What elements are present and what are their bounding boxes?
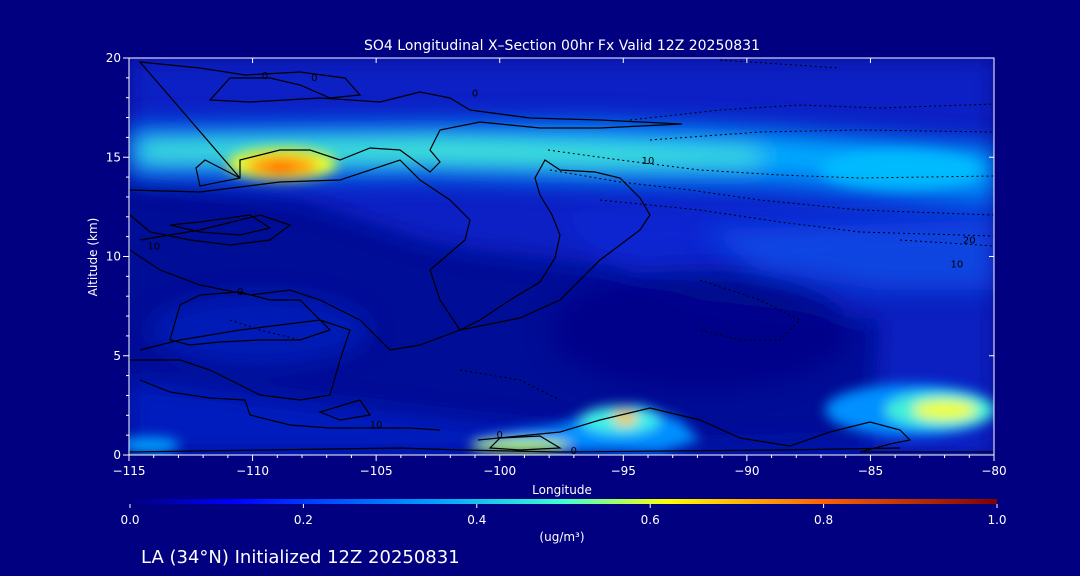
contour-label: 10 <box>147 242 160 253</box>
upper-right-cyan <box>820 150 980 190</box>
dark-core <box>550 270 850 390</box>
y-tick-label: 5 <box>113 349 121 363</box>
contour-labels: 0 0 0 10 10 0 0 0 10 20 10 <box>147 71 976 457</box>
right-plume-yellow <box>913 400 977 420</box>
x-axis: −115 −110 −105 −100 −95 −90 −85 −80 <box>113 58 1007 478</box>
colorbar-tick-label: 0.2 <box>294 513 313 527</box>
plume-95w-core <box>613 411 637 425</box>
chart-title: SO4 Longitudinal X–Section 00hr Fx Valid… <box>364 38 760 54</box>
y-tick-label: 15 <box>106 150 121 164</box>
y-tick-label: 0 <box>113 448 121 462</box>
contour-label: 0 <box>571 446 577 457</box>
contour-label: 10 <box>370 420 383 431</box>
x-tick-label: −95 <box>611 464 636 478</box>
contours-solid <box>129 61 994 453</box>
contour-label: 10 <box>642 156 655 167</box>
lower-blue-pad <box>129 380 994 455</box>
x-tick-label: −105 <box>360 464 393 478</box>
contours-dotted <box>229 59 994 401</box>
y-axis: 0 5 10 15 20 <box>106 51 994 462</box>
contour-label: 0 <box>262 71 268 82</box>
y-axis-label: Altitude (km) <box>86 218 100 297</box>
x-tick-label: −110 <box>236 464 269 478</box>
footer-caption: LA (34°N) Initialized 12Z 20250831 <box>141 547 460 568</box>
contour-label: 0 <box>237 287 243 298</box>
colorbar-ticks: 0.0 0.2 0.4 0.6 0.8 1.0 <box>120 504 1007 527</box>
contour-label: 0 <box>497 430 503 441</box>
colorbar-tick-label: 0.8 <box>814 513 833 527</box>
y-tick-label: 10 <box>106 250 121 264</box>
x-tick-label: −100 <box>483 464 516 478</box>
contour-label: 0 <box>472 89 478 100</box>
colorbar-tick-label: 1.0 <box>987 513 1006 527</box>
contour-label: 10 <box>951 259 964 270</box>
colorbar-tick-label: 0.6 <box>641 513 660 527</box>
colorbar-unit-label: (ug/m³) <box>539 530 584 544</box>
x-axis-label: Longitude <box>532 483 592 497</box>
y-tick-label: 20 <box>106 51 121 65</box>
right-layer-mid <box>700 220 994 290</box>
x-tick-label: −85 <box>858 464 883 478</box>
contour-label: 0 <box>311 73 317 84</box>
colorbar-tick-label: 0.0 <box>120 513 139 527</box>
x-tick-label: −115 <box>113 464 146 478</box>
peak-core-110w <box>264 162 296 174</box>
contour-label: 20 <box>963 236 976 247</box>
left-surface-cyan <box>129 437 180 453</box>
colorbar-tick-label: 0.4 <box>467 513 486 527</box>
x-tick-label: −80 <box>981 464 1006 478</box>
x-tick-label: −90 <box>734 464 759 478</box>
heatmap-field: 0 0 0 10 10 0 0 0 10 20 10 <box>129 58 994 457</box>
colorbar <box>130 499 997 504</box>
